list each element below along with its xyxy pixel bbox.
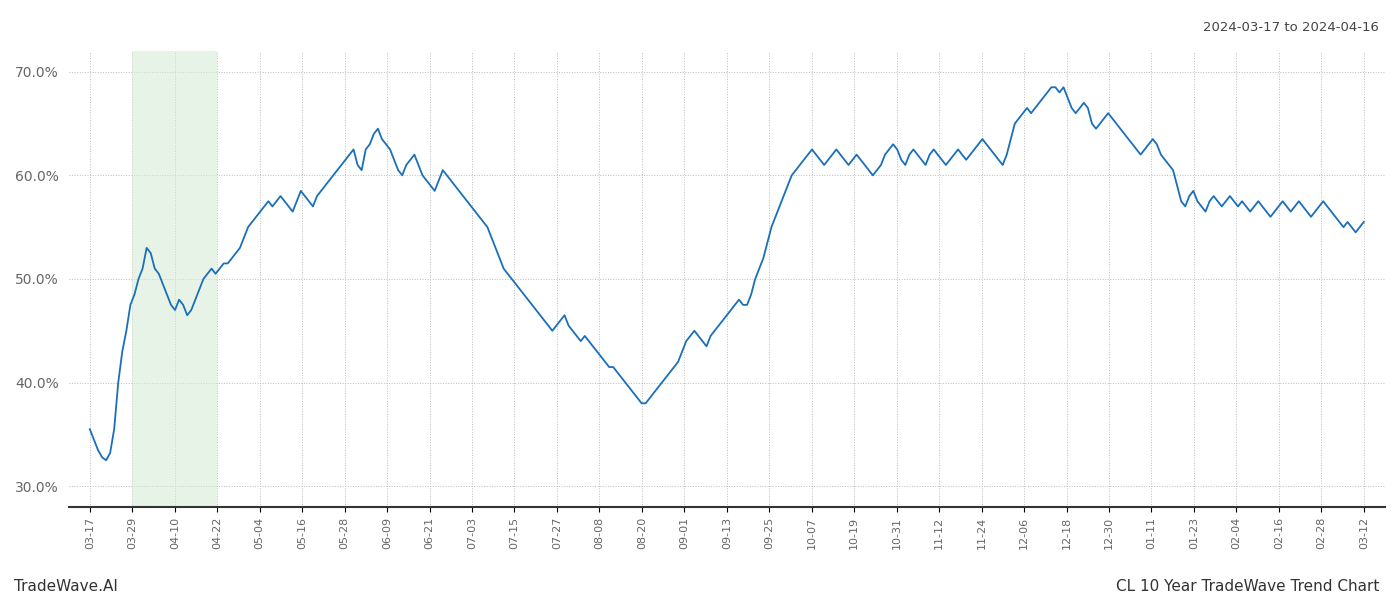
Text: CL 10 Year TradeWave Trend Chart: CL 10 Year TradeWave Trend Chart [1116, 579, 1379, 594]
Text: 2024-03-17 to 2024-04-16: 2024-03-17 to 2024-04-16 [1203, 21, 1379, 34]
Text: TradeWave.AI: TradeWave.AI [14, 579, 118, 594]
Bar [132, 51, 217, 507]
